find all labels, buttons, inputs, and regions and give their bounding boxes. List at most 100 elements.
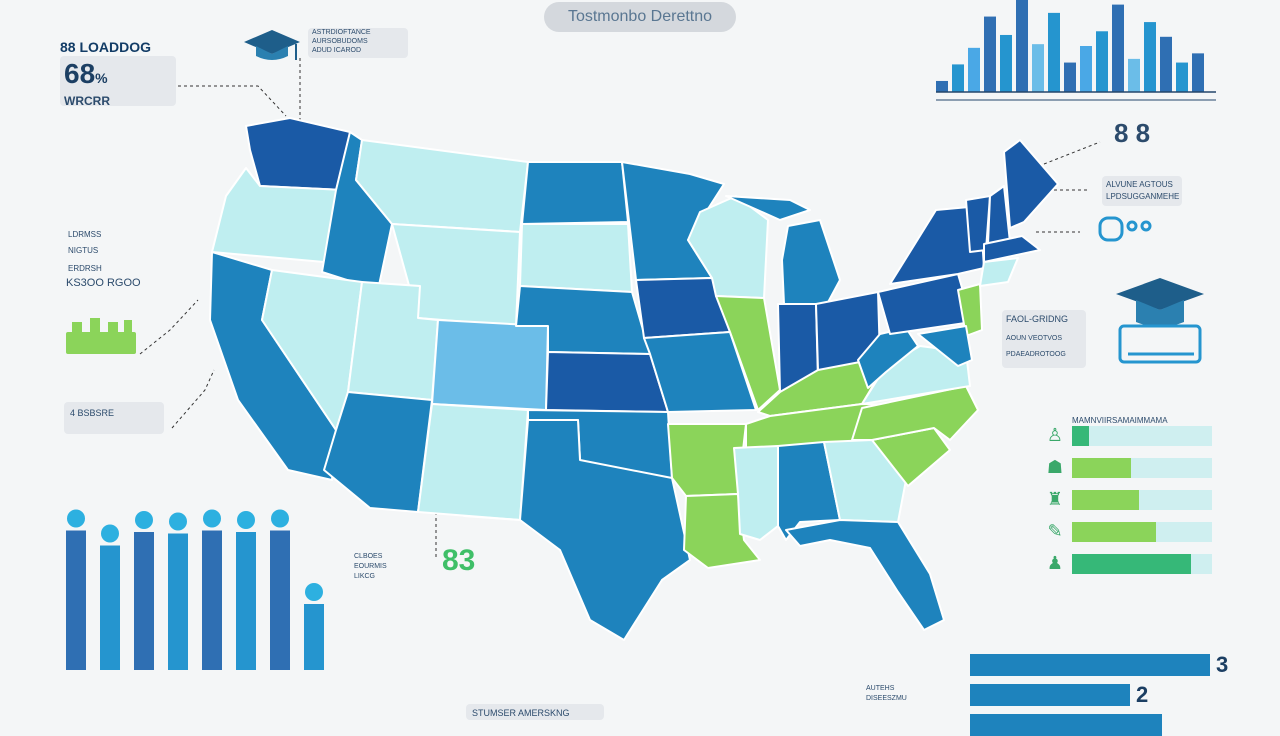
right-note-b-line-3: PDAEADROTOOG [1006, 351, 1066, 358]
bottom-center-label-1: AUTEHS [866, 685, 895, 692]
top-note-line-2: AURSOBUDOMS [312, 38, 368, 45]
state-al [777, 441, 841, 541]
top-left-value-number: 68 [64, 58, 96, 89]
top-bar [1128, 58, 1140, 92]
state-mn [621, 161, 725, 281]
left-stack-2: NIGTUS [68, 246, 99, 255]
top-bar [1144, 22, 1156, 92]
legend-row-track [1072, 426, 1212, 446]
legend-row-track [1072, 458, 1212, 478]
bottom-bar [970, 714, 1162, 736]
state-az [323, 391, 433, 513]
graduation-cap-icon [244, 30, 300, 60]
connector-left [139, 299, 199, 355]
state-wa [245, 117, 351, 191]
legend-row-icon: ♜ [1046, 489, 1064, 509]
state-nj [957, 283, 983, 337]
state-wi [687, 195, 769, 299]
top-left-subtitle: WRCRR [64, 94, 110, 108]
legend-row-icon: ☗ [1046, 457, 1064, 477]
center-label-3: LIKCG [354, 573, 376, 580]
right-note-a-line-1: ALVUNE AGTOUS [1106, 180, 1173, 189]
bottom-note: STUMSER AMERSKNG [472, 708, 570, 718]
connector-right-a [1043, 141, 1101, 165]
bottom-bar [970, 654, 1210, 676]
top-bar [1080, 46, 1092, 92]
legend-row-track [1072, 522, 1212, 542]
legend-row: ✎ [1044, 520, 1224, 542]
state-id [321, 131, 393, 291]
legend-row-fill [1072, 522, 1156, 542]
left-stack-3: ERDRSH [68, 264, 102, 273]
top-bar [1096, 31, 1108, 93]
connector-lines [139, 58, 1101, 560]
top-note-line-1: ASTRDIOFTANCE [312, 29, 371, 36]
state-nh [987, 185, 1011, 245]
legend-row: ☗ [1044, 456, 1224, 478]
state-va [861, 345, 971, 405]
state-mi [725, 195, 841, 307]
state-nd [521, 161, 629, 225]
state-me [1003, 139, 1059, 229]
legend-row-track [1072, 490, 1212, 510]
state-fl [785, 519, 945, 631]
bottom-bar-label: 3 [1216, 652, 1229, 677]
state-ut [347, 281, 439, 401]
lollipop-bar [100, 545, 120, 670]
lollipop-bar [236, 532, 256, 670]
state-ok [527, 409, 673, 479]
left-small-label-box [64, 402, 164, 434]
top-note-box [308, 28, 408, 58]
state-tx [463, 419, 691, 641]
state-pa [877, 273, 973, 335]
lollipop-dot [305, 583, 323, 601]
buildings-icon [66, 318, 136, 354]
state-md [917, 325, 973, 367]
legend-row-fill [1072, 426, 1089, 446]
top-left-stat-card [60, 56, 176, 106]
connector-left-lower [171, 369, 215, 429]
state-sc [871, 427, 951, 487]
us-map-infographic [66, 0, 1216, 670]
legend-row-fill [1072, 554, 1191, 574]
state-ks [545, 351, 669, 413]
state-ms [733, 445, 779, 541]
state-wy [391, 223, 521, 327]
bottom-bar [970, 684, 1130, 706]
top-bar [984, 16, 996, 93]
top-left-value-suffix: % [95, 70, 108, 86]
state-oh [815, 291, 881, 373]
legend-row-fill [1072, 458, 1131, 478]
legend-row-fill [1072, 490, 1140, 510]
state-ar [667, 423, 747, 497]
lollipop-bar [304, 604, 324, 670]
top-bar [1000, 34, 1012, 92]
top-bar [936, 80, 948, 92]
top-bar [1016, 0, 1028, 92]
legend-header: MAMNVIIRSAMAIMMAMA [1072, 416, 1168, 425]
connector-top-left [178, 85, 287, 117]
lollipop-dot [67, 509, 85, 528]
lollipop-bar [202, 530, 222, 670]
top-bar [952, 64, 964, 92]
legend-row: ♟ [1044, 552, 1224, 574]
right-note-a-line-2: LPDSUGGANMEHE [1106, 192, 1180, 201]
top-bar [1192, 53, 1204, 92]
state-ne [515, 285, 651, 355]
lollipop-dot [135, 511, 153, 529]
legend-row-icon: ♙ [1046, 425, 1064, 445]
center-label-2: EOURMIS [354, 563, 387, 570]
right-note-b-line-1: FAOL-GRIDNG [1006, 314, 1069, 324]
lollipop-bar [66, 530, 86, 670]
top-left-value: 68% [64, 58, 108, 90]
lollipop-bar [168, 533, 188, 670]
right-note-a-box [1102, 176, 1182, 206]
lollipop-dot [101, 524, 119, 543]
state-in [777, 303, 819, 393]
graduation-cap-laptop-icon [1116, 278, 1204, 364]
top-right-bar-chart [936, 0, 1204, 93]
state-il [715, 295, 781, 411]
state-ct [979, 257, 1019, 287]
state-tn [745, 403, 931, 449]
state-nm [417, 403, 529, 521]
